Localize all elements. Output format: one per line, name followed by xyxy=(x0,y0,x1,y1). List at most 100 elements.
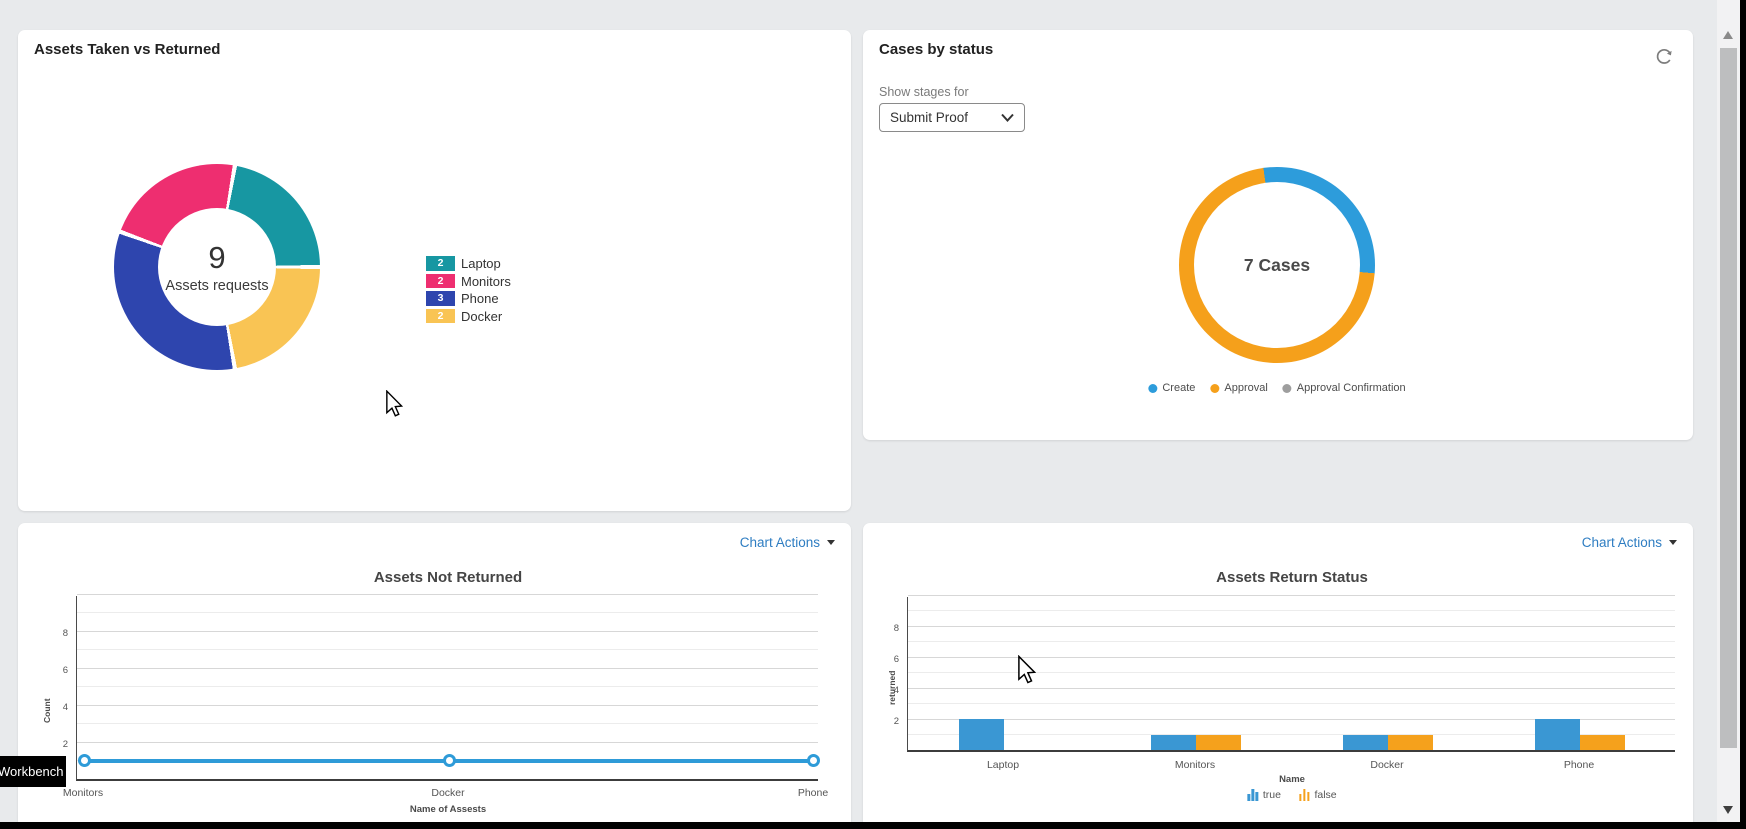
bar-monitors-true[interactable] xyxy=(1151,734,1196,750)
workbench-tab[interactable]: Workbench xyxy=(0,756,66,787)
line-chart-plot-area xyxy=(76,593,820,781)
caret-down-icon xyxy=(827,540,835,545)
scrollbar-thumb[interactable] xyxy=(1720,48,1737,748)
y-tick-label: 4 xyxy=(62,702,68,713)
scroll-up-icon[interactable] xyxy=(1723,31,1733,39)
legend-dot xyxy=(1210,383,1220,393)
donut-center-value: 9 xyxy=(208,239,226,275)
panel-assets-taken-vs-returned: Assets Taken vs Returned 9 Assets reques… xyxy=(18,30,851,511)
legend-item-false[interactable]: false xyxy=(1298,789,1337,801)
gridline xyxy=(908,718,1675,720)
scroll-down-icon[interactable] xyxy=(1723,806,1733,814)
chart-actions-label: Chart Actions xyxy=(739,535,820,550)
cases-donut-legend: Create Approval Approval Confirmation xyxy=(1148,382,1406,394)
cases-by-status-donut-chart[interactable]: 7 Cases xyxy=(1179,167,1375,363)
mini-bars-icon xyxy=(1298,789,1310,801)
bar-monitors-false[interactable] xyxy=(1196,734,1241,750)
chart-title-assets-not-returned: Assets Not Returned xyxy=(373,569,523,586)
y-tick-label: 4 xyxy=(893,685,899,696)
legend-item-create[interactable]: Create xyxy=(1148,382,1195,394)
y-tick-label: 6 xyxy=(893,654,899,665)
x-category-label: Laptop xyxy=(986,759,1020,771)
bar-phone-false[interactable] xyxy=(1580,734,1625,750)
legend-dot xyxy=(1282,383,1292,393)
show-stages-select[interactable]: Submit Proof xyxy=(879,103,1025,132)
gridline xyxy=(908,703,1675,704)
gridline xyxy=(77,686,818,687)
gridline xyxy=(77,723,818,724)
legend-item-approval-confirmation[interactable]: Approval Confirmation xyxy=(1282,382,1406,394)
chart-actions-label: Chart Actions xyxy=(1581,535,1662,550)
gridline xyxy=(908,656,1675,658)
legend-label: Approval xyxy=(1224,382,1268,394)
gridline xyxy=(908,610,1675,611)
legend-label: Monitors xyxy=(461,273,511,289)
gridline xyxy=(908,734,1675,735)
bar-laptop-true[interactable] xyxy=(959,719,1004,750)
chart-actions-button-left[interactable]: Chart Actions xyxy=(740,535,835,550)
legend-item-approval[interactable]: Approval xyxy=(1210,382,1268,394)
legend-label: Laptop xyxy=(461,256,501,271)
data-point-docker[interactable] xyxy=(442,754,456,767)
refresh-icon[interactable] xyxy=(1653,46,1675,68)
gridline xyxy=(908,687,1675,689)
panel-assets-not-returned: Chart Actions Assets Not Returned Count … xyxy=(18,523,851,829)
chart-actions-button-right[interactable]: Chart Actions xyxy=(1582,535,1677,550)
legend-label: true xyxy=(1262,789,1281,801)
y-tick-label: 2 xyxy=(62,739,68,750)
legend-label: Phone xyxy=(461,291,499,306)
gridline xyxy=(77,593,818,595)
gridline xyxy=(77,630,818,632)
x-category-label: Monitors xyxy=(62,787,104,799)
bar-phone-true[interactable] xyxy=(1535,719,1580,750)
cases-center-label: 7 Cases xyxy=(1243,254,1311,275)
gridline xyxy=(908,594,1675,596)
gridline xyxy=(908,625,1675,627)
screen-right-border xyxy=(1740,0,1746,829)
show-stages-selected-value: Submit Proof xyxy=(890,110,969,125)
donut-center: 9 Assets requests xyxy=(158,208,276,326)
x-category-label: Monitors xyxy=(1174,759,1216,771)
legend-label: Approval Confirmation xyxy=(1296,382,1406,394)
mini-bars-icon xyxy=(1247,789,1258,801)
legend-item-docker[interactable]: 2 Docker xyxy=(426,309,511,324)
legend-item-laptop[interactable]: 2 Laptop xyxy=(426,256,511,271)
show-stages-label: Show stages for xyxy=(879,85,969,99)
legend-swatch: 2 xyxy=(426,256,455,271)
x-category-label: Phone xyxy=(797,787,829,799)
data-point-phone[interactable] xyxy=(806,754,820,767)
legend-item-monitors[interactable]: 2 Monitors xyxy=(426,274,511,289)
gridline xyxy=(77,612,818,613)
chart-title-assets-return-status: Assets Return Status xyxy=(1216,569,1368,586)
gridline xyxy=(77,667,818,669)
legend-item-true[interactable]: true xyxy=(1247,789,1281,801)
gridline xyxy=(908,672,1675,673)
cases-donut-center: 7 Cases xyxy=(1194,182,1360,348)
y-tick-label: 2 xyxy=(893,716,899,727)
panel-cases-by-status: Cases by status Show stages for Submit P… xyxy=(863,30,1693,440)
data-point-monitors[interactable] xyxy=(77,754,91,767)
bar-docker-false[interactable] xyxy=(1388,734,1433,750)
x-category-label: Docker xyxy=(431,787,465,799)
panel-assets-return-status: Chart Actions Assets Return Status retur… xyxy=(863,523,1693,829)
assets-requests-donut-chart[interactable]: 9 Assets requests xyxy=(114,164,320,370)
legend-dot xyxy=(1148,383,1158,393)
legend-swatch: 2 xyxy=(426,273,455,289)
vertical-scrollbar[interactable] xyxy=(1717,0,1740,822)
gridline xyxy=(908,641,1675,642)
chevron-down-icon xyxy=(1001,113,1014,122)
bar-docker-true[interactable] xyxy=(1343,734,1388,750)
legend-label: Docker xyxy=(461,308,503,324)
legend-swatch: 2 xyxy=(426,308,455,324)
x-axis-label-name: Name xyxy=(1279,774,1305,785)
panel-title-assets-taken: Assets Taken vs Returned xyxy=(34,41,221,58)
y-tick-label: 8 xyxy=(62,628,68,639)
gridline xyxy=(77,649,818,650)
donut-center-label: Assets requests xyxy=(165,277,269,294)
bar-chart-plot-area xyxy=(907,594,1675,752)
y-tick-label: 8 xyxy=(893,623,899,634)
legend-swatch: 3 xyxy=(426,291,455,306)
bar-chart-legend: true false xyxy=(1247,789,1337,801)
legend-item-phone[interactable]: 3 Phone xyxy=(426,291,511,306)
